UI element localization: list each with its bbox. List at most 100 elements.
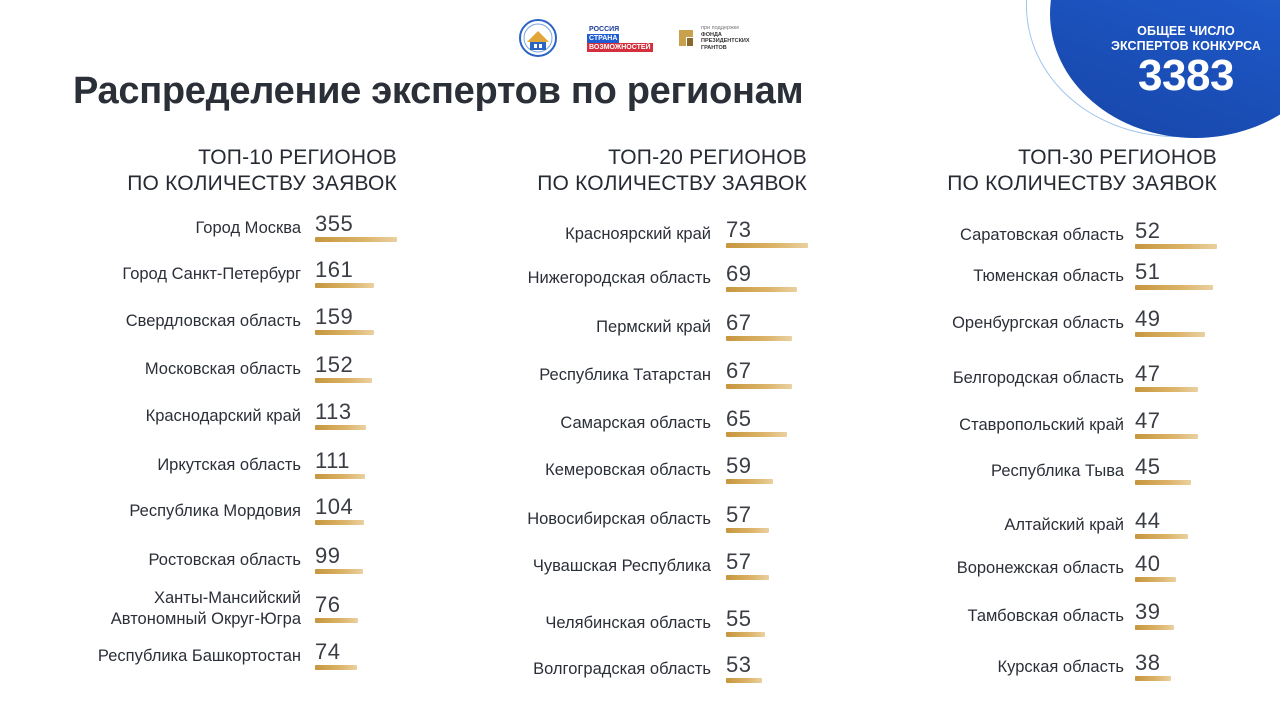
logo3-line-3: ПРЕЗИДЕНТСКИХ <box>701 38 750 44</box>
region-name-line: Новосибирская область <box>527 509 711 528</box>
region-name-line: Алтайский край <box>1004 515 1124 534</box>
region-value: 59 <box>726 453 752 478</box>
page-title: Распределение экспертов по регионам <box>73 70 804 112</box>
region-name: Нижегородская область <box>528 268 711 289</box>
region-bar <box>726 479 773 484</box>
region-name: Город Санкт-Петербург <box>122 264 301 285</box>
region-name-line: Республика Башкортостан <box>97 646 301 665</box>
region-bar <box>315 330 374 335</box>
region-value: 39 <box>1135 599 1161 624</box>
region-value: 152 <box>315 352 354 377</box>
region-value: 55 <box>726 606 752 631</box>
region-name-line: Московская область <box>144 359 301 378</box>
region-name-line: Чувашская Республика <box>532 556 711 575</box>
chart-title-line: ПО КОЛИЧЕСТВУ ЗАЯВОК <box>947 172 1217 195</box>
region-name: Ставропольский край <box>959 415 1124 436</box>
region-name: Краснодарский край <box>146 406 301 427</box>
region-bar <box>315 378 372 383</box>
region-name: Алтайский край <box>1004 515 1124 536</box>
region-name: Республика Татарстан <box>539 365 711 386</box>
region-name: Красноярский край <box>565 224 711 245</box>
logo3-line-4: ГРАНТОВ <box>701 44 727 51</box>
region-bar <box>726 528 769 533</box>
region-value: 57 <box>726 502 752 527</box>
region-name-line: Волгоградская область <box>533 659 711 678</box>
region-value: 45 <box>1135 454 1161 479</box>
logo3-line-1: при поддержке <box>701 25 740 31</box>
region-name-line: Республика Татарстан <box>539 365 711 384</box>
region-name: Курская область <box>998 657 1124 678</box>
grants-emblem-icon <box>679 30 693 46</box>
region-value: 49 <box>1135 306 1161 331</box>
region-name: Ханты-Мансийский Автономный Округ-Югра <box>111 588 301 630</box>
region-bar <box>1135 244 1217 249</box>
region-name-line: Кемеровская область <box>545 460 711 479</box>
region-bar <box>315 618 358 623</box>
region-bar <box>1135 577 1176 582</box>
chart-title-line: ПО КОЛИЧЕСТВУ ЗАЯВОК <box>537 172 807 195</box>
region-value: 53 <box>726 652 752 677</box>
chart-title-line: ПО КОЛИЧЕСТВУ ЗАЯВОК <box>127 172 397 195</box>
region-value: 104 <box>315 494 354 519</box>
region-name: Воронежская область <box>957 558 1124 579</box>
region-name-line: Иркутская область <box>157 455 301 474</box>
region-name: Республика Тыва <box>991 461 1124 482</box>
region-bar <box>1135 625 1174 630</box>
region-name: Оренбургская область <box>952 313 1124 334</box>
region-bar <box>1135 434 1198 439</box>
region-name: Иркутская область <box>157 455 301 476</box>
region-bar <box>726 632 765 637</box>
region-name-line: Самарская область <box>560 413 711 432</box>
region-value: 111 <box>315 448 350 473</box>
region-bar <box>726 336 792 341</box>
badge-value: 3383 <box>1138 51 1234 100</box>
region-bar <box>315 520 364 525</box>
region-name: Челябинская область <box>545 613 711 634</box>
region-name-line: Тамбовская область <box>967 606 1124 625</box>
region-bar <box>315 425 366 430</box>
region-name: Чувашская Республика <box>533 556 711 577</box>
region-bar <box>726 678 762 683</box>
region-value: 57 <box>726 549 752 574</box>
region-name-line: Краснодарский край <box>145 406 301 425</box>
presidential-grants-logo: при поддержке ФОНДА ПРЕЗИДЕНТСКИХ ГРАНТО… <box>677 25 750 51</box>
region-bar <box>315 569 363 574</box>
total-experts-badge: ОБЩЕЕ ЧИСЛО ЭКСПЕРТОВ КОНКУРСА 3383 <box>1020 0 1280 145</box>
region-name: Город Москва <box>195 218 301 239</box>
partner-logos: РОССИЯ СТРАНА ВОЗМОЖНОСТЕЙ при поддержке… <box>515 18 750 58</box>
region-bar <box>1135 387 1198 392</box>
region-name-line: Ростовская область <box>148 550 301 569</box>
region-name-line: Тюменская область <box>973 266 1124 285</box>
region-name: Белгородская область <box>953 368 1124 389</box>
region-value: 47 <box>1135 408 1161 433</box>
region-name-line: Ставропольский край <box>959 415 1124 434</box>
region-name: Тамбовская область <box>967 606 1124 627</box>
logo3-line-2: ФОНДА <box>701 31 722 38</box>
region-name-line: Саратовская область <box>959 225 1124 244</box>
region-value: 40 <box>1135 551 1161 576</box>
region-name-line: Ханты-Мансийский <box>153 589 301 607</box>
region-name-line: Город Москва <box>195 218 301 237</box>
region-name: Республика Мордовия <box>129 501 301 522</box>
region-name: Пермский край <box>596 317 711 338</box>
region-name: Ростовская область <box>149 550 301 571</box>
region-bar <box>1135 285 1213 290</box>
region-value: 44 <box>1135 508 1161 533</box>
region-name: Кемеровская область <box>545 460 711 481</box>
logo2-line-3: ВОЗМОЖНОСТЕЙ <box>587 42 653 52</box>
region-name-line: Воронежская область <box>956 558 1124 577</box>
region-value: 38 <box>1135 650 1161 675</box>
region-name: Свердловская область <box>126 311 301 332</box>
chart-title-line: ТОП-30 РЕГИОНОВ <box>1018 146 1217 169</box>
region-bar <box>1135 332 1205 337</box>
chart-title-2: ТОП-20 РЕГИОНОВ ПО КОЛИЧЕСТВУ ЗАЯВОК <box>537 145 807 197</box>
region-name-line: Красноярский край <box>565 224 711 243</box>
region-name-line: Автономный Округ-Югра <box>110 610 301 628</box>
chart-title-line: ТОП-20 РЕГИОНОВ <box>608 146 807 169</box>
region-bar <box>1135 534 1188 539</box>
region-name: Волгоградская область <box>533 659 711 680</box>
chart-title-3: ТОП-30 РЕГИОНОВ ПО КОЛИЧЕСТВУ ЗАЯВОК <box>947 145 1217 197</box>
region-bar <box>726 384 792 389</box>
region-value: 161 <box>315 257 354 282</box>
region-name-line: Республика Мордовия <box>129 501 301 520</box>
